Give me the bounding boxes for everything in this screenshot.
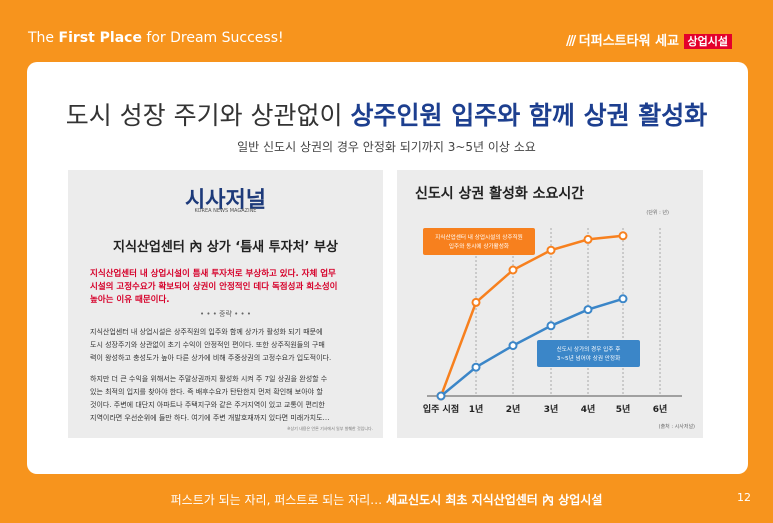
page-number: 12 [737,491,751,504]
title-bold: 상주인원 입주와 함께 상권 활성화 [350,101,708,130]
x-tick-label: 1년 [469,403,484,415]
x-tick-label: 3년 [544,403,559,415]
article: 시사저널 KOREA NEWS MAGAZINE 지식산업센터 內 상가 ‘틈새… [68,170,383,438]
subtitle: 일반 신도시 상권의 경우 안정화 되기까지 3~5년 이상 소요 [237,140,536,154]
lead-line: 시설의 고정수요가 확보되어 상권이 안정적인 데다 독점성과 희소성이 [90,282,338,292]
article-headline: 지식산업센터 內 상가 ‘틈새 투자처’ 부상 [113,240,338,255]
ellipsis: • • • 중략 • • • [199,310,251,318]
point [583,305,593,315]
legend-label-line: 지식산업센터 내 상업시설의 상주직원 [435,233,523,241]
annotation-box [423,228,535,255]
point [618,294,628,304]
x-tick-label: 입주 시점 [423,403,459,415]
chart-bg [397,170,703,438]
body-line: 도시 성장주기와 상관없이 초기 수익이 안정적인 편이다. 또한 상주직원들의… [90,341,325,349]
source: (출처 : 시사저널) [659,423,695,430]
body-line: 하지만 더 큰 수익을 위해서는 주말상권까지 활성화 시켜 주 7일 상권을 … [90,375,328,383]
brand: /// 더퍼스트타워 세교 상업시설 [566,30,733,49]
legend-label-line: 3~5년 넘어야 상권 안정화 [557,354,620,362]
point [436,391,446,401]
chart: 신도시 상권 활성화 소요시간 (단위 : 년) (출처 : 시사저널) 입주 … [397,170,703,438]
point [508,341,518,351]
slogan-text: The [28,30,59,46]
chart-title: 신도시 상권 활성화 소요시간 [415,185,584,202]
point [583,234,593,244]
article-logo: 시사저널 [185,188,266,213]
body-line: 지식산업센터 내 상업시설은 상주직원의 입주와 함께 상가가 활성화 되기 때… [90,328,323,336]
x-tick-label: 6년 [653,403,668,415]
slogan: The First Place for Dream Success! [28,30,284,46]
article-logo-sub: KOREA NEWS MAGAZINE [194,208,257,214]
body2: 하지만 더 큰 수익을 위해서는 주말상권까지 활성화 시켜 주 7일 상권을 … [90,373,330,425]
body-line: 력이 왕성하고 충성도가 높아 다른 상가에 비해 주중상권의 고정수요가 입도… [90,354,332,362]
x-tick-label: 2년 [506,403,521,415]
brand-name: 더퍼스트타워 세교 [578,34,679,49]
slogan-bold: First Place [58,30,142,46]
point [546,245,556,255]
body-line: 있는 최적의 입지를 찾아야 한다. 즉 배후수요가 탄탄한지 먼저 확인해 보… [90,388,323,396]
body1: 지식산업센터 내 상업시설은 상주직원의 입주와 함께 상가가 활성화 되기 때… [90,326,331,365]
body-line: 지역이라면 우선순위에 들만 하다. 여기에 주변 개발호재까지 있다면 미래가… [90,414,330,422]
series-line [440,297,624,397]
footer-bold: 세교신도시 최초 지식산업센터 內 상업시설 [385,493,603,507]
note: ※상기 내용은 언론 기사에서 일부 발췌한 것입니다. [287,426,373,431]
unit: (단위 : 년) [646,209,669,216]
legend-label: 지식산업센터 내 상업시설의 상주직원 입주와 동시에 상가활성화 [435,233,523,250]
headline: 도시 성장 주기와 상관없이 상주인원 입주와 함께 상권 활성화 [0,96,773,132]
title-plain: 도시 성장 주기와 상관없이 [65,101,351,130]
legend-label-line: 입주와 동시에 상가활성화 [449,242,509,250]
footer: 퍼스트가 되는 자리, 퍼스트로 되는 자리… 세교신도시 최초 지식산업센터 … [0,491,773,508]
point [471,362,481,372]
series-line [439,234,624,397]
point [618,231,628,241]
point [546,321,556,331]
point [508,265,518,275]
body-line: 것이다. 주변에 대단지 아파트나 주택지구와 같은 주거지역이 있고 교통이 … [90,401,325,409]
lead-line: 높아는 이유 때문이다. [90,295,170,305]
badge: 상업시설 [683,34,733,49]
lead-line: 지식산업센터 내 상업시설이 틈새 투자처로 부상하고 있다. 자체 업무 [90,269,336,279]
slogan-text: for Dream Success! [141,30,284,46]
legend-label: 신도시 상가의 경우 입주 후 3~5년 넘어야 상권 안정화 [557,345,621,362]
footer-plain: 퍼스트가 되는 자리, 퍼스트로 되는 자리… [170,493,386,507]
legend-label-line: 신도시 상가의 경우 입주 후 [557,345,621,353]
x-tick-label: 4년 [581,403,596,415]
point [471,297,481,307]
x-tick-label: 5년 [616,403,631,415]
annotation-box [537,340,640,367]
